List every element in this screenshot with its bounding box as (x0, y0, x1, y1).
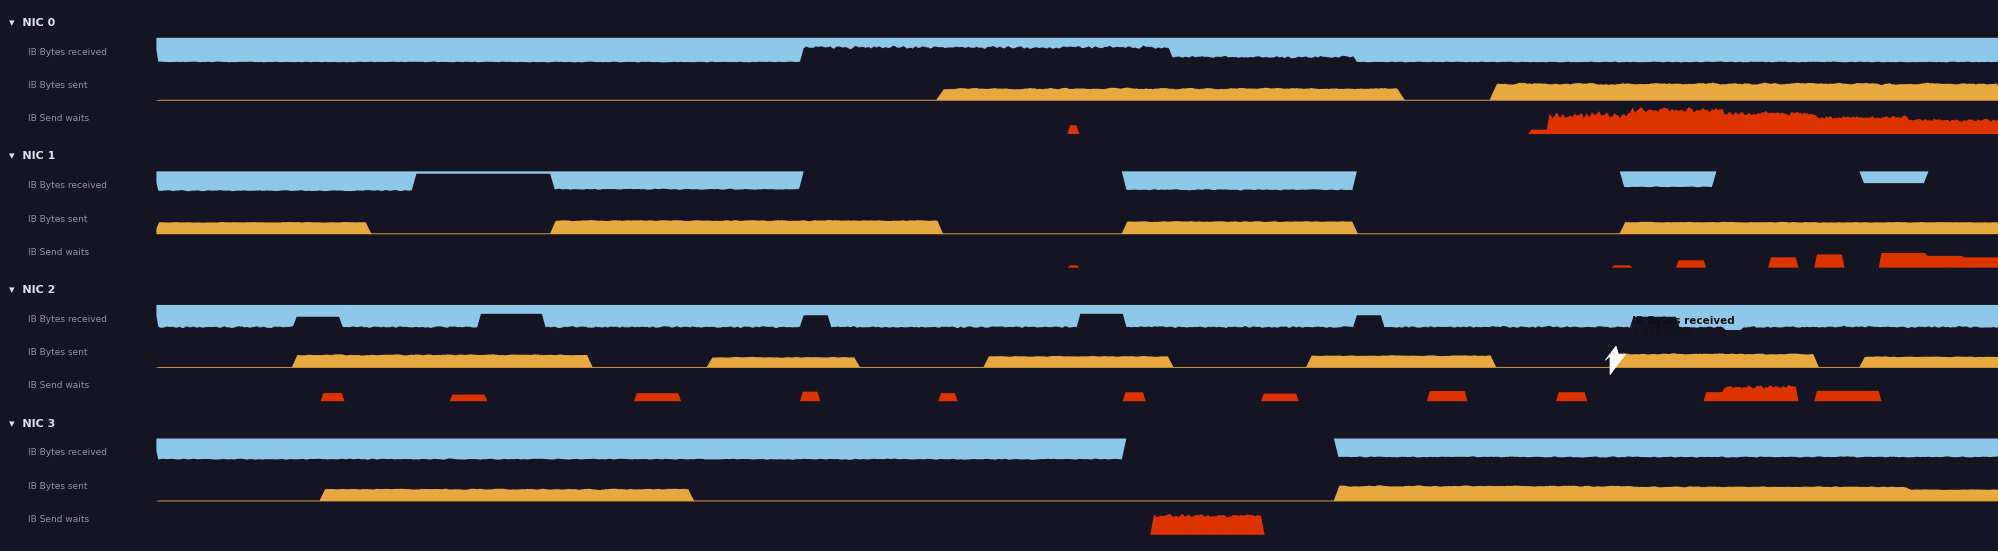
Text: IB Bytes received: IB Bytes received (28, 449, 106, 457)
Text: IB Bytes received: IB Bytes received (28, 315, 106, 323)
Text: IB Bytes received: IB Bytes received (28, 181, 106, 190)
Text: IB Bytes sent: IB Bytes sent (28, 81, 88, 90)
Polygon shape (1604, 346, 1624, 375)
Text: IB Send waits: IB Send waits (28, 381, 88, 391)
Text: IB Bytes sent: IB Bytes sent (28, 482, 88, 490)
Text: IB Bytes received: IB Bytes received (1630, 316, 1734, 326)
Text: ▾  NIC 1: ▾ NIC 1 (10, 152, 56, 161)
Text: IB Bytes sent: IB Bytes sent (28, 348, 88, 357)
Text: ▾  NIC 0: ▾ NIC 0 (10, 18, 56, 28)
Text: IB Send waits: IB Send waits (28, 248, 88, 257)
Text: IB Send waits: IB Send waits (28, 515, 88, 524)
Text: ▾  NIC 3: ▾ NIC 3 (10, 419, 56, 429)
Text: 4.949 GiB/s: 4.949 GiB/s (1630, 327, 1690, 337)
Text: ▾  NIC 2: ▾ NIC 2 (10, 285, 56, 295)
Text: IB Send waits: IB Send waits (28, 114, 88, 123)
Text: IB Bytes sent: IB Bytes sent (28, 214, 88, 224)
Text: IB Bytes received: IB Bytes received (28, 47, 106, 57)
